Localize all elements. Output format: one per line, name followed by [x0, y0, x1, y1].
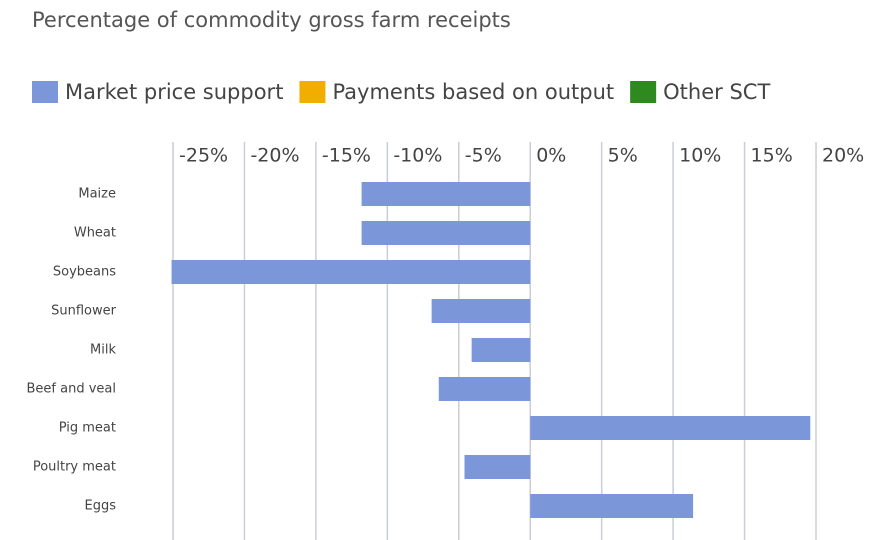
x-tick-label: -10%: [393, 145, 442, 167]
chart-title: Percentage of commodity gross farm recei…: [32, 8, 511, 32]
y-tick-label: Poultry meat: [33, 460, 116, 475]
bar: [361, 182, 531, 206]
x-tick-label: 10%: [679, 145, 721, 167]
bar: [530, 416, 811, 440]
legend-swatch: [32, 81, 58, 103]
legend-label: Market price support: [65, 80, 283, 104]
bar: [171, 260, 531, 284]
legend-label: Payments based on output: [332, 80, 614, 104]
x-tick-label: 20%: [822, 145, 864, 167]
x-tick-label: 5%: [608, 145, 638, 167]
x-tick-label: 0%: [536, 145, 566, 167]
y-tick-label: Pig meat: [59, 421, 116, 436]
bar: [438, 377, 531, 401]
legend-swatch: [299, 81, 326, 103]
bar: [530, 494, 694, 518]
y-tick-label: Sunflower: [51, 304, 117, 319]
legend-label: Other SCT: [663, 80, 770, 104]
y-tick-label: Soybeans: [53, 265, 116, 280]
bar: [464, 455, 531, 479]
y-tick-label: Wheat: [74, 226, 116, 241]
x-tick-label: -5%: [465, 145, 502, 167]
bar: [431, 299, 531, 323]
y-tick-label: Eggs: [85, 499, 117, 514]
bar: [471, 338, 531, 362]
x-tick-label: -15%: [322, 145, 371, 167]
bar: [361, 221, 531, 245]
legend-swatch: [630, 81, 657, 103]
y-tick-label: Beef and veal: [27, 382, 116, 397]
x-tick-label: -20%: [250, 145, 299, 167]
x-tick-label: 15%: [751, 145, 793, 167]
x-tick-label: -25%: [179, 145, 228, 167]
y-tick-label: Milk: [90, 343, 116, 358]
y-tick-label: Maize: [78, 187, 116, 202]
